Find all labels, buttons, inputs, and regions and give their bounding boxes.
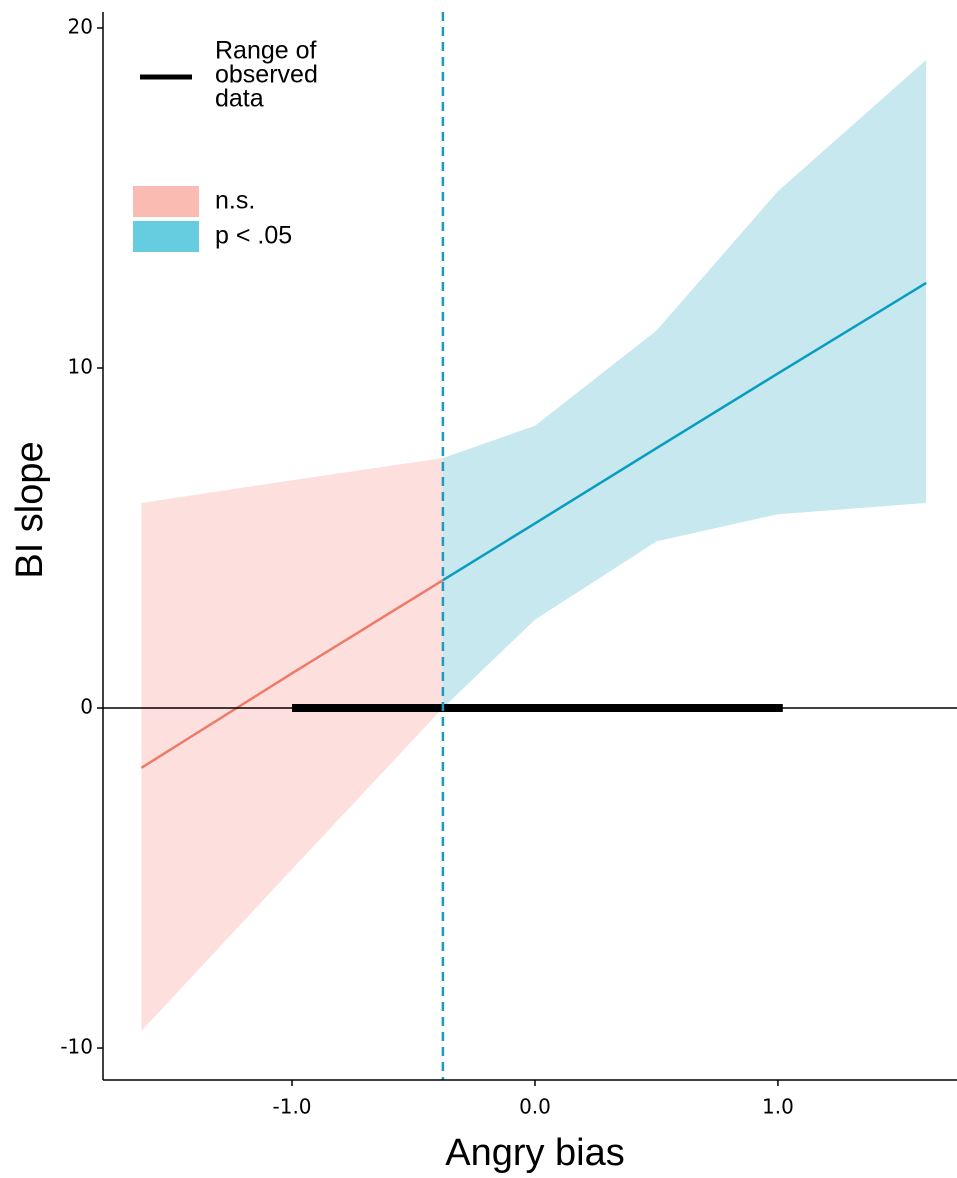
x-tick-label: 0.0: [519, 1095, 551, 1119]
legend-label: observed: [215, 61, 318, 89]
legend-label: n.s.: [215, 187, 255, 215]
legend-label: p < .05: [215, 222, 292, 250]
legend-label: Range of: [215, 37, 317, 65]
y-tick-label: 0: [80, 695, 93, 719]
confidence-band: [442, 59, 927, 709]
slope-line: [140, 579, 444, 769]
y-tick-label: 10: [68, 355, 93, 379]
y-tick-label: -10: [60, 1035, 93, 1059]
legend-swatch: [133, 186, 199, 217]
y-axis-title: BI slope: [9, 441, 51, 578]
lines: [103, 12, 957, 1080]
legend-swatch: [133, 221, 199, 252]
x-tick-label: -1.0: [273, 1095, 312, 1119]
legend-label: data: [215, 85, 264, 113]
x-axis-title: Angry bias: [445, 1132, 625, 1174]
slope-line: [442, 281, 927, 582]
y-tick-label: 20: [68, 14, 93, 38]
bands: [141, 59, 927, 1032]
x-tick-label: 1.0: [762, 1095, 794, 1119]
confidence-band: [141, 458, 443, 1032]
